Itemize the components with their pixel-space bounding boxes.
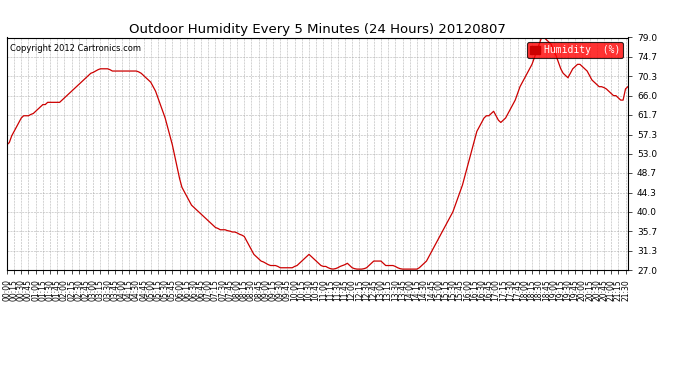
Legend: Humidity  (%): Humidity (%) [527, 42, 623, 58]
Title: Outdoor Humidity Every 5 Minutes (24 Hours) 20120807: Outdoor Humidity Every 5 Minutes (24 Hou… [129, 23, 506, 36]
Text: Copyright 2012 Cartronics.com: Copyright 2012 Cartronics.com [10, 45, 141, 54]
